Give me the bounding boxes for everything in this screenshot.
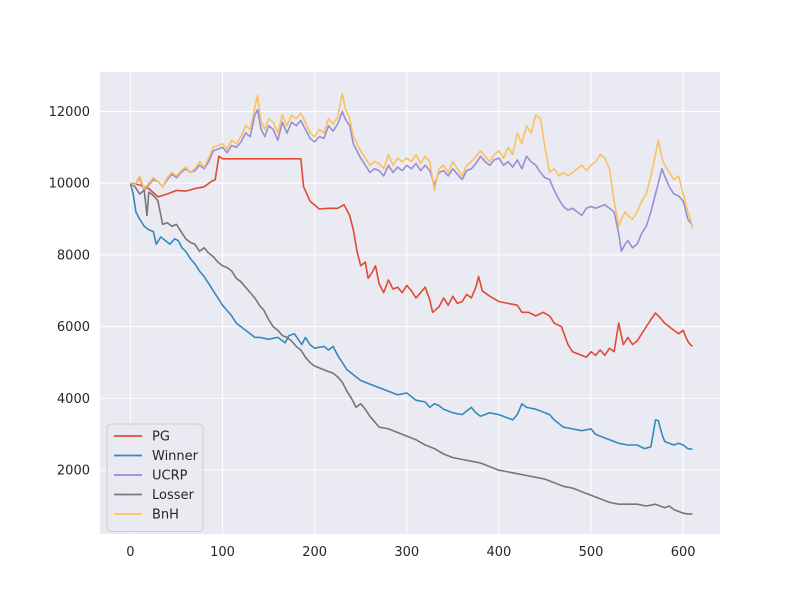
x-tick-label: 400 bbox=[486, 545, 511, 560]
series-layer bbox=[129, 92, 694, 515]
legend-label: Winner bbox=[152, 449, 199, 464]
y-tick-label: 6000 bbox=[57, 320, 90, 335]
legend-box bbox=[106, 423, 204, 532]
y-tick-label: 8000 bbox=[57, 248, 90, 263]
y-tick-label: 12000 bbox=[49, 105, 90, 120]
series-line-winner bbox=[129, 182, 693, 451]
series-line-losser bbox=[129, 182, 693, 515]
y-axis-ticks: 2000 4000 6000 8000 10000 12000 bbox=[49, 105, 90, 479]
y-tick-label: 4000 bbox=[57, 392, 90, 407]
x-tick-label: 100 bbox=[210, 545, 235, 560]
series-line-bnh bbox=[130, 92, 694, 229]
y-tick-label: 2000 bbox=[57, 464, 90, 479]
legend: PG Winner UCRP Losser BnH bbox=[106, 423, 204, 532]
y-tick-label: 10000 bbox=[49, 177, 90, 192]
series-line-ucrp bbox=[130, 108, 694, 253]
x-tick-label: 200 bbox=[302, 545, 327, 560]
legend-label: Losser bbox=[152, 488, 195, 503]
x-tick-label: 0 bbox=[126, 545, 134, 560]
series-line-pg bbox=[130, 155, 693, 358]
legend-label: PG bbox=[152, 430, 170, 445]
x-tick-label: 600 bbox=[671, 545, 696, 560]
x-tick-label: 500 bbox=[579, 545, 604, 560]
legend-label: BnH bbox=[152, 508, 179, 523]
x-tick-label: 300 bbox=[394, 545, 419, 560]
x-axis-ticks: 0 100 200 300 400 500 600 bbox=[126, 545, 695, 560]
legend-label: UCRP bbox=[152, 469, 188, 484]
